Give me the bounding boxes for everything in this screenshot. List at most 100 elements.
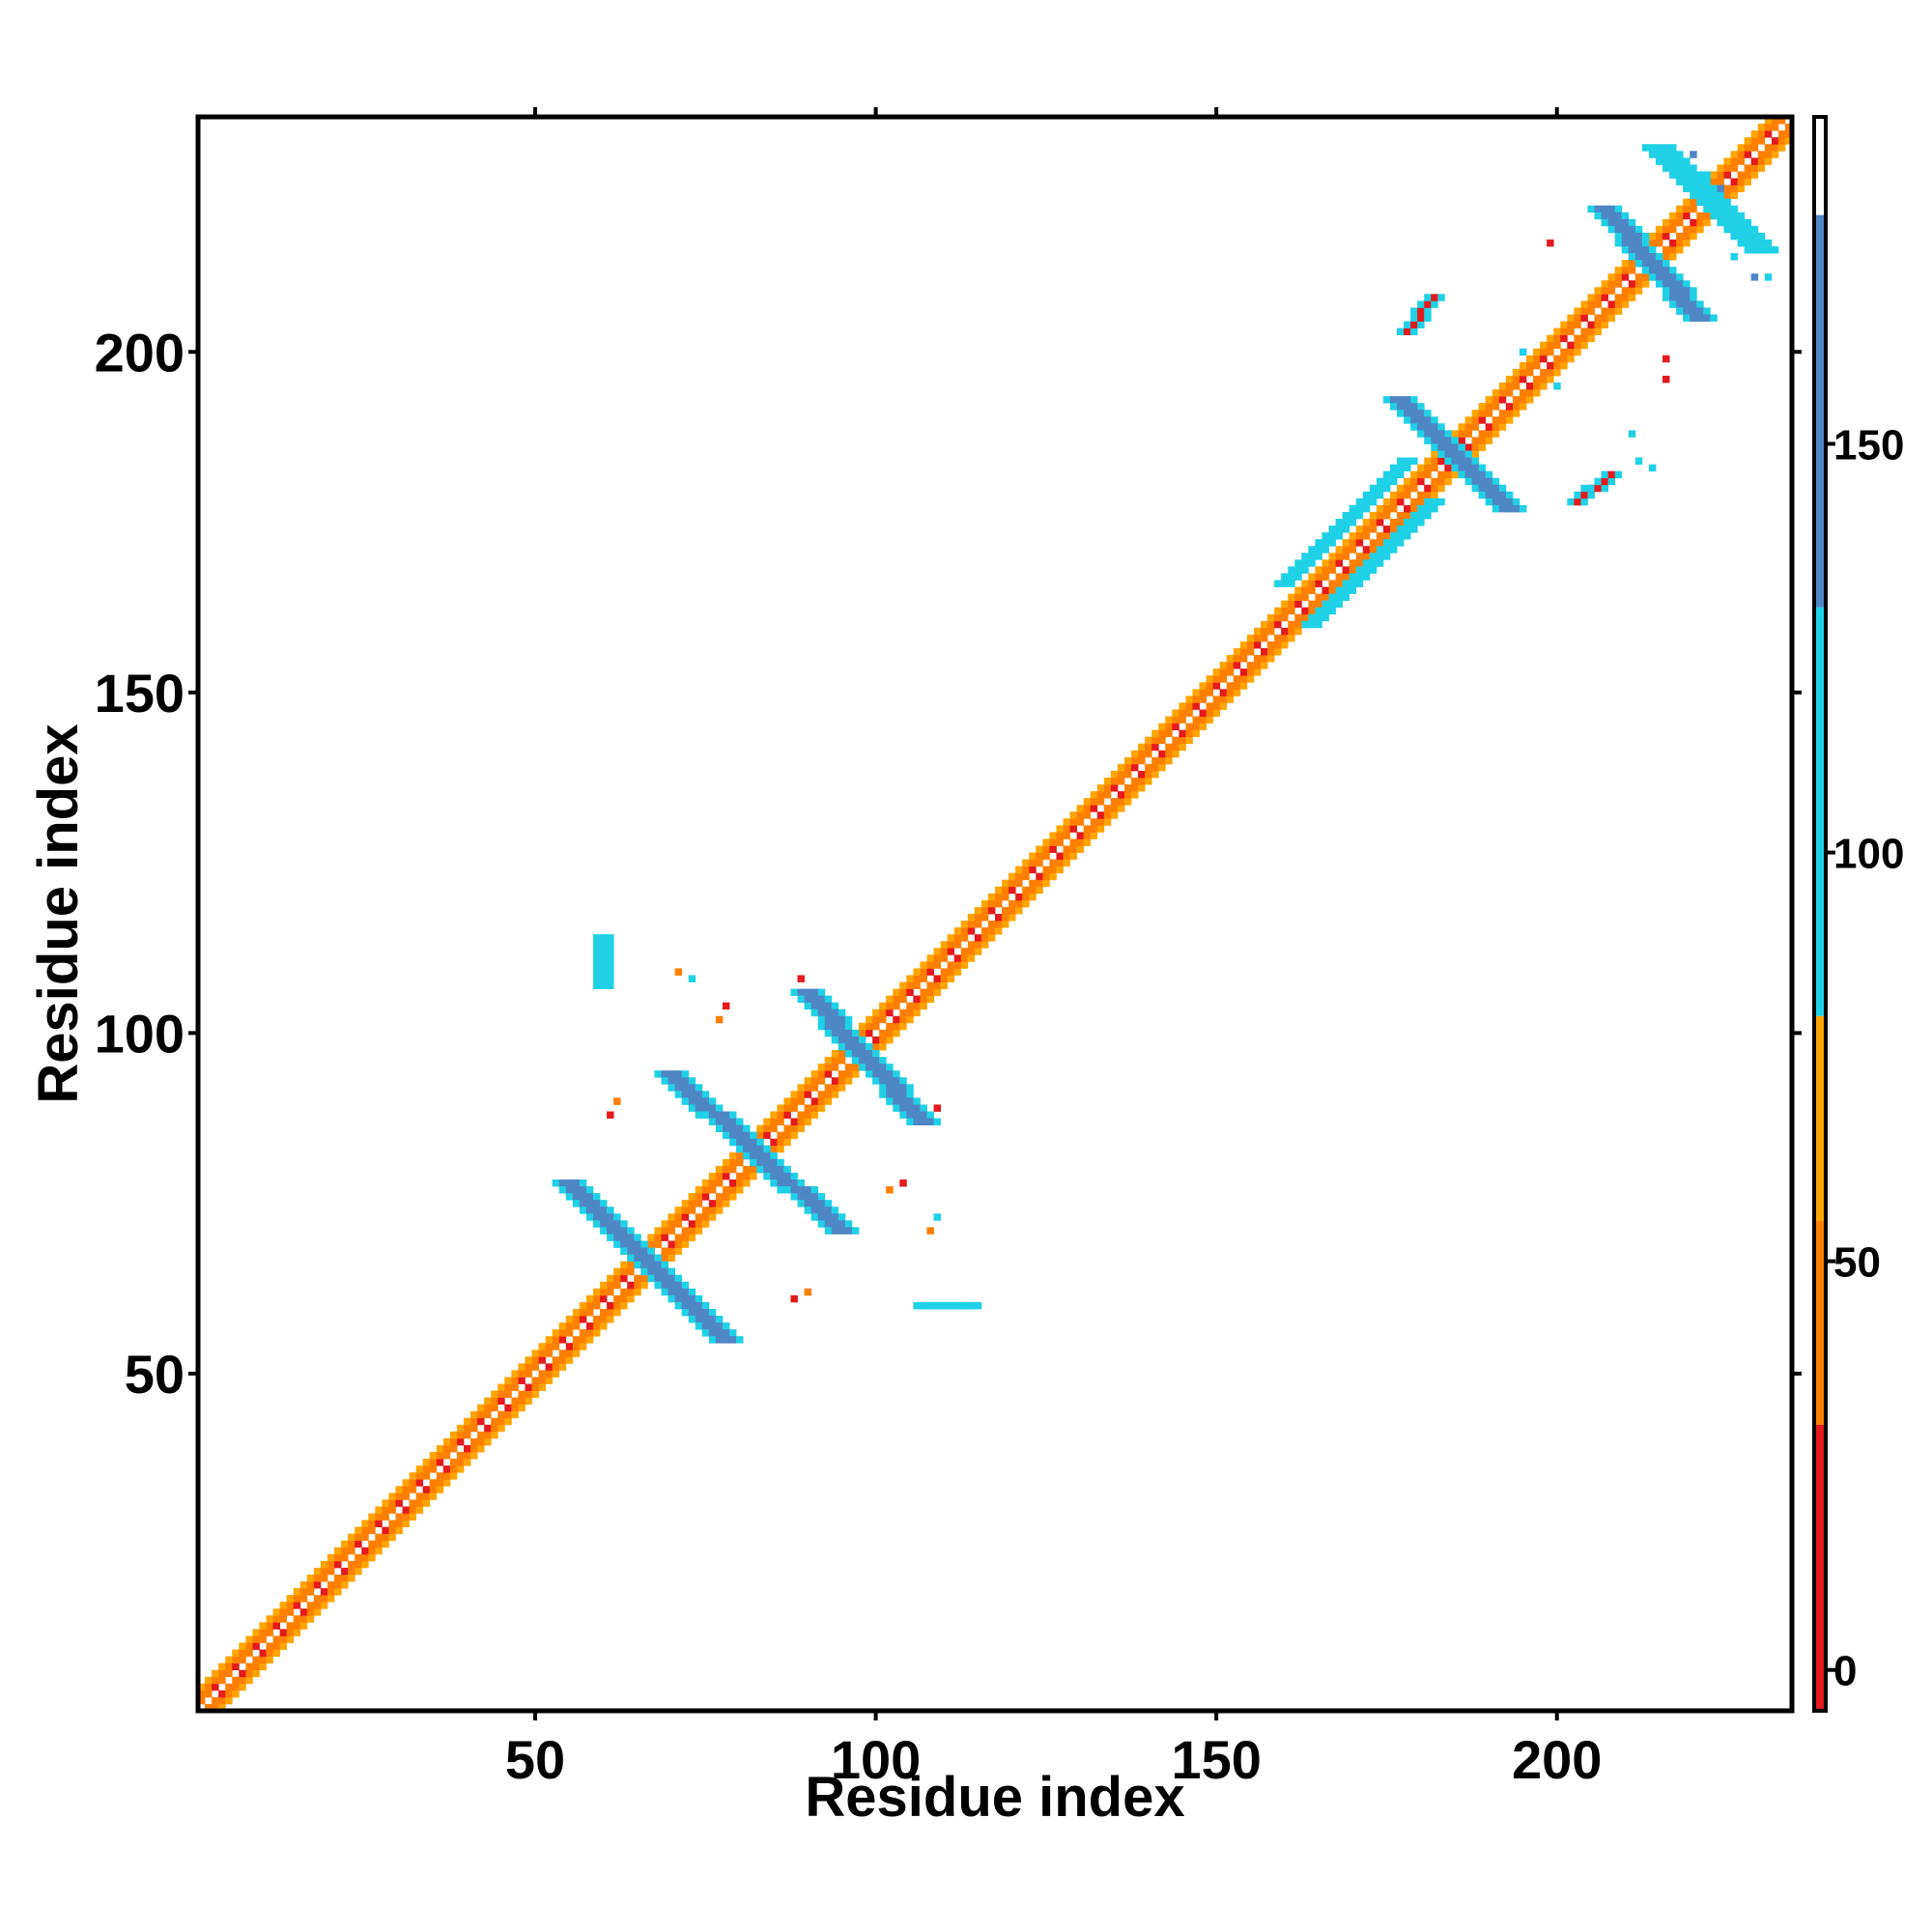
diagonal-cell xyxy=(1226,668,1235,676)
diagonal-cell xyxy=(442,1445,451,1453)
antiparallel-contact xyxy=(1669,267,1677,274)
antiparallel-contact xyxy=(1703,314,1711,322)
parallel-contact xyxy=(1437,294,1445,301)
antiparallel-contact xyxy=(1607,218,1616,227)
diagonal-cell xyxy=(1002,879,1009,888)
diagonal-cell xyxy=(266,1615,273,1623)
diagonal-cell xyxy=(920,995,927,1004)
antiparallel-contact xyxy=(640,1247,648,1255)
parallel-contact xyxy=(1294,573,1302,581)
diagonal-cell xyxy=(1601,307,1609,315)
diagonal-cell xyxy=(320,1602,328,1609)
diagonal-cell xyxy=(1036,852,1043,860)
parallel-contact xyxy=(1349,580,1357,587)
antiparallel-contact xyxy=(824,1220,833,1228)
diagonal-cell xyxy=(674,1213,683,1221)
diagonal-cell xyxy=(1648,239,1657,247)
antiparallel-contact xyxy=(797,1193,805,1201)
parallel-contact xyxy=(1301,566,1309,574)
contact-cell xyxy=(674,968,683,976)
diagonal-cell xyxy=(299,1595,308,1603)
parallel-contact xyxy=(592,981,601,989)
antiparallel-contact xyxy=(613,1234,621,1241)
parallel-contact xyxy=(1321,546,1329,554)
diagonal-cell xyxy=(1185,729,1193,738)
diagonal-cell xyxy=(674,1240,683,1248)
antiparallel-contact xyxy=(729,1336,737,1344)
antiparallel-contact xyxy=(750,1158,757,1167)
antiparallel-contact xyxy=(634,1261,641,1269)
parallel-contact xyxy=(1424,511,1432,520)
parallel-contact xyxy=(1342,519,1350,526)
antiparallel-contact xyxy=(1444,443,1452,451)
antiparallel-contact xyxy=(790,1186,798,1194)
diagonal-cell xyxy=(879,1002,887,1010)
antiparallel-contact xyxy=(1410,396,1418,404)
antiparallel-contact xyxy=(1696,185,1704,192)
antiparallel-contact xyxy=(695,1091,703,1098)
diagonal-cell xyxy=(558,1363,567,1371)
diagonal-cell xyxy=(797,1111,805,1119)
diagonal-cell xyxy=(402,1492,410,1500)
antiparallel-contact xyxy=(722,1322,730,1330)
antiparallel-contact xyxy=(1744,239,1752,247)
diagonal-cell xyxy=(1389,526,1398,533)
antiparallel-contact xyxy=(579,1179,587,1187)
diagonal-cell xyxy=(974,921,982,928)
parallel-contact xyxy=(1362,559,1371,567)
diagonal-cell xyxy=(558,1329,567,1337)
diagonal-cell xyxy=(708,1179,717,1187)
diagonal-cell xyxy=(1110,805,1119,812)
diagonal-cell xyxy=(1478,416,1487,424)
diagonal-cell xyxy=(1239,668,1248,676)
diagonal-cell xyxy=(1451,430,1459,438)
diagonal-cell xyxy=(1281,607,1289,615)
diagonal-cell xyxy=(1301,586,1309,594)
parallel-contact xyxy=(1417,307,1425,315)
parallel-contact xyxy=(1607,477,1616,486)
diagonal-cell xyxy=(906,988,914,997)
diagonal-cell xyxy=(1239,682,1248,690)
diagonal-cell xyxy=(1560,348,1568,356)
diagonal-cell xyxy=(872,1015,880,1024)
diagonal-cell xyxy=(545,1350,554,1357)
antiparallel-contact xyxy=(1662,164,1670,172)
diagonal-cell xyxy=(1397,497,1405,506)
antiparallel-contact xyxy=(1750,225,1759,234)
diagonal-cell xyxy=(422,1472,431,1480)
x-tick-label: 100 xyxy=(831,1729,921,1790)
diagonal-cell xyxy=(777,1118,784,1125)
diagonal-cell xyxy=(565,1356,574,1364)
antiparallel-contact xyxy=(708,1308,717,1317)
diagonal-cell xyxy=(1117,805,1125,812)
diagonal-cell xyxy=(810,1084,819,1092)
diagonal-cell xyxy=(1683,239,1690,247)
x-tick-label: 50 xyxy=(505,1729,565,1790)
diagonal-cell xyxy=(899,1022,907,1031)
parallel-contact xyxy=(1410,511,1418,520)
antiparallel-contact xyxy=(1492,504,1500,513)
diagonal-cell xyxy=(1179,702,1186,710)
antiparallel-contact xyxy=(592,1213,601,1221)
diagonal-cell xyxy=(1628,294,1636,301)
antiparallel-contact xyxy=(838,1015,846,1024)
diagonal-cell xyxy=(1103,811,1112,819)
diagonal-cell xyxy=(926,981,934,989)
antiparallel-contact xyxy=(750,1131,757,1140)
antiparallel-contact xyxy=(1437,450,1445,458)
parallel-contact xyxy=(600,981,608,989)
diagonal-cell xyxy=(1335,559,1344,567)
antiparallel-contact xyxy=(1703,178,1711,185)
antiparallel-contact xyxy=(1737,225,1746,234)
antiparallel-contact xyxy=(661,1261,668,1269)
diagonal-cell xyxy=(844,1064,853,1071)
diagonal-cell xyxy=(987,899,996,908)
antiparallel-contact xyxy=(715,1336,724,1344)
parallel-contact xyxy=(1594,484,1602,493)
diagonal-cell xyxy=(1526,361,1534,370)
diagonal-cell xyxy=(933,975,941,982)
antiparallel-contact xyxy=(1614,212,1623,220)
diagonal-cell xyxy=(695,1220,703,1228)
antiparallel-contact xyxy=(1498,484,1507,493)
diagonal-cell xyxy=(790,1091,798,1098)
